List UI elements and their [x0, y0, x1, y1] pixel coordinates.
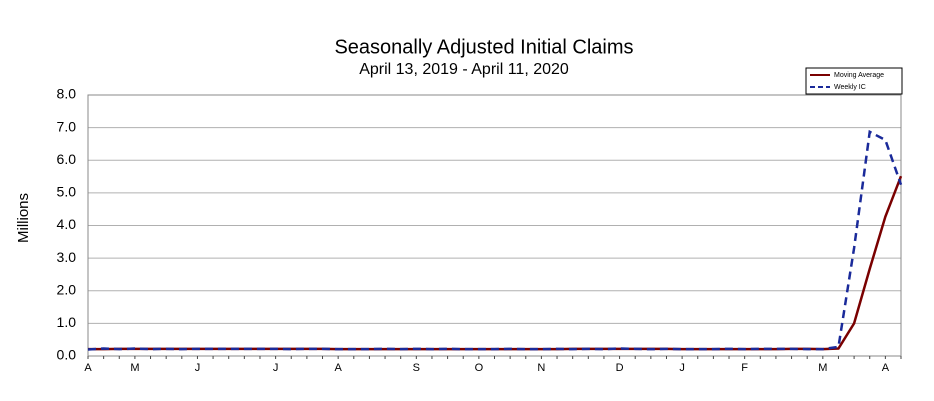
y-tick-label: 5.0	[57, 184, 77, 200]
series-line	[87, 129, 903, 351]
y-tick-label: 2.0	[57, 281, 77, 297]
y-tick-label: 7.0	[57, 118, 77, 134]
x-tick-label: J	[679, 362, 685, 374]
x-tick-label: N	[537, 362, 545, 374]
x-tick-label: D	[616, 362, 624, 374]
legend-label: Weekly IC	[834, 84, 866, 91]
y-axis-label: Millions	[15, 193, 32, 243]
x-tick-label: A	[882, 362, 890, 374]
x-tick-label: F	[741, 362, 748, 374]
legend-label: Moving Average	[834, 72, 884, 79]
y-tick-label: 1.0	[57, 314, 77, 330]
x-tick-label: O	[475, 362, 484, 374]
y-tick-label: 0.0	[57, 347, 77, 363]
y-tick-label: 6.0	[57, 151, 77, 167]
y-tick-label: 4.0	[57, 216, 77, 232]
y-tick-label: 3.0	[57, 249, 77, 265]
legend-box	[805, 67, 903, 95]
chart-title: Seasonally Adjusted Initial Claims	[334, 36, 633, 58]
x-tick-label: J	[195, 362, 201, 374]
x-tick-label: M	[130, 362, 139, 374]
chart-subtitle: April 13, 2019 - April 11, 2020	[359, 61, 569, 78]
y-tick-label: 8.0	[57, 86, 77, 102]
x-tick-label: A	[334, 362, 342, 374]
x-tick-label: S	[413, 362, 420, 374]
x-tick-label: M	[818, 362, 827, 374]
x-tick-label: J	[273, 362, 279, 374]
x-tick-label: A	[84, 362, 92, 374]
